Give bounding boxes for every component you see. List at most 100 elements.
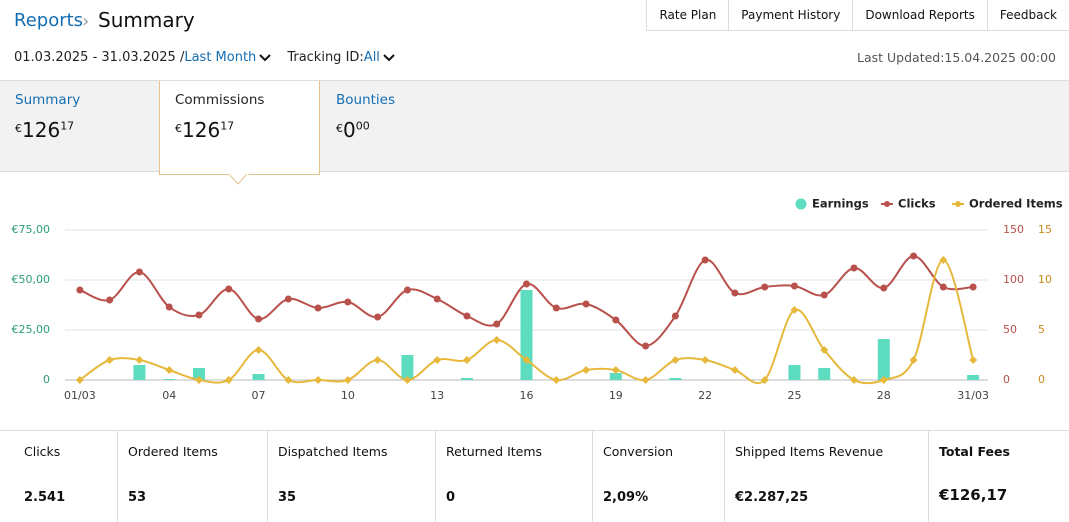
point (195, 311, 203, 319)
x-tick-label: 25 (787, 389, 801, 402)
amount-fraction: 17 (220, 119, 235, 133)
x-tick-label: 16 (520, 389, 534, 402)
point (731, 289, 739, 297)
amount-fraction: 00 (355, 119, 370, 133)
stat-label: Ordered Items (128, 444, 218, 459)
button[interactable]: Rate Plan (646, 0, 729, 31)
point (910, 252, 918, 260)
tab[interactable]: Bounties €000 (321, 81, 482, 171)
point (790, 306, 799, 314)
bar (609, 373, 622, 380)
stat-label: Returned Items (446, 444, 543, 459)
breadcrumb-link[interactable]: Reports (14, 10, 84, 31)
tab[interactable]: Summary €12617 (0, 81, 161, 171)
y-tick-label: €50,00 (12, 273, 51, 286)
x-tick-label: 07 (252, 389, 266, 402)
period-select[interactable]: Last Month (184, 50, 257, 65)
point (671, 356, 680, 364)
legend-swatch (795, 198, 807, 210)
legend-label: Ordered Items (969, 197, 1063, 211)
point (761, 283, 769, 291)
bar (669, 378, 682, 380)
point (314, 376, 323, 384)
y-tick-label: €25,00 (12, 323, 51, 336)
tab-active[interactable]: Commissions €12617 (159, 81, 320, 175)
stats-row: Clicks 2.541 Ordered Items 53 Dispatched I… (0, 430, 1069, 522)
point (939, 283, 947, 291)
tab-amount: €12617 (175, 118, 304, 142)
tab-amount: €000 (336, 118, 467, 142)
legend-item: Clicks (881, 197, 936, 211)
chevron (259, 53, 272, 61)
stat-value: 2.541 (24, 490, 66, 505)
bar (520, 290, 533, 380)
last-updated: Last Updated:15.04.2025 00:00 (857, 50, 1056, 65)
point (790, 282, 798, 290)
y3-tick-label: 0 (1038, 373, 1045, 386)
point (76, 286, 84, 294)
stat-label: Shipped Items Revenue (735, 444, 884, 459)
tracking-select[interactable]: All (363, 50, 380, 65)
point (612, 316, 620, 324)
point (225, 285, 233, 293)
x-tick-label: 19 (609, 389, 623, 402)
bar (967, 375, 980, 380)
button[interactable]: Feedback (986, 0, 1069, 31)
button[interactable]: Download Reports (852, 0, 987, 31)
point (165, 303, 173, 311)
stat-label: Total Fees (939, 444, 1010, 459)
y2-tick-label: 50 (1003, 323, 1017, 336)
point (493, 320, 501, 328)
currency: € (175, 122, 182, 135)
point (582, 300, 590, 308)
point (850, 376, 859, 384)
stat-value: 0 (446, 490, 456, 505)
point (730, 366, 739, 374)
point (701, 256, 709, 264)
stat: Clicks 2.541 (0, 431, 118, 522)
x-tick-label: 10 (341, 389, 355, 402)
amount-whole: 126 (182, 118, 221, 142)
point (403, 376, 412, 384)
breadcrumb-separator: › (82, 11, 90, 32)
toolbar: Rate Plan Payment History Download Repor… (646, 0, 1069, 31)
legend-swatch (955, 201, 961, 207)
bar (877, 339, 890, 380)
bar (818, 368, 831, 380)
bar (788, 365, 801, 380)
filters: 01.03.2025 - 31.03.2025 / Last Month Tra… (14, 50, 395, 65)
point (255, 315, 263, 323)
point (879, 376, 888, 384)
point (492, 336, 501, 344)
stat-label: Clicks (24, 444, 61, 459)
point (343, 376, 352, 384)
legend-label: Earnings (812, 197, 869, 211)
point (284, 376, 293, 384)
y3-tick-label: 15 (1038, 223, 1052, 236)
point (969, 356, 978, 364)
bar (252, 374, 265, 380)
stat: Shipped Items Revenue €2.287,25 (725, 431, 929, 522)
legend-item: Earnings (795, 197, 869, 211)
point (671, 312, 679, 320)
stat-value: 35 (278, 490, 297, 505)
bar (401, 355, 414, 380)
legend-swatch (884, 201, 890, 207)
tab-amount: €12617 (15, 118, 146, 142)
stat: Total Fees €126,17 (929, 431, 1069, 522)
point (880, 284, 888, 292)
stat-value: 53 (128, 490, 147, 505)
point (552, 376, 561, 384)
point (106, 296, 114, 304)
point (582, 366, 591, 374)
chevron (383, 53, 395, 61)
point (939, 256, 948, 264)
tab-label: Bounties (336, 92, 396, 108)
y2-tick-label: 100 (1003, 273, 1024, 286)
x-tick-label: 28 (877, 389, 891, 402)
bar (133, 365, 146, 380)
legend-label: Clicks (898, 197, 936, 211)
button[interactable]: Payment History (728, 0, 853, 31)
point (760, 376, 769, 384)
